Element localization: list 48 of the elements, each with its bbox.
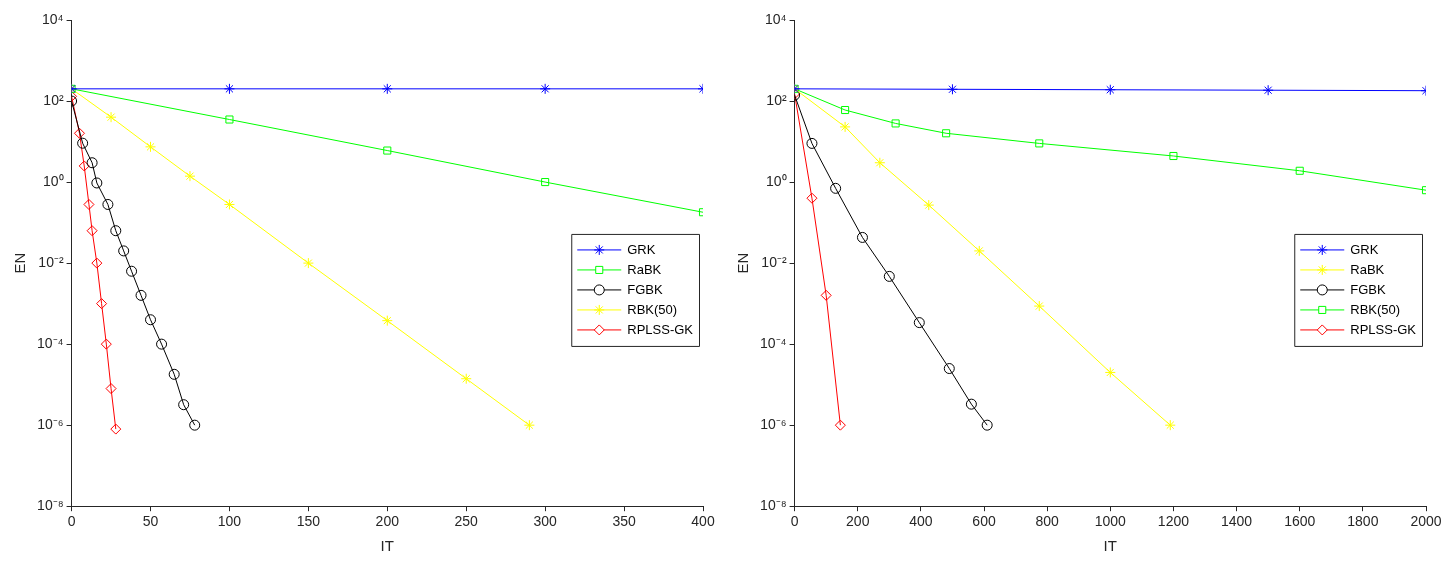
y-tick-label: 10⁻⁸	[760, 497, 787, 514]
x-tick-label: 0	[790, 513, 799, 530]
y-tick-label: 10⁻⁸	[37, 497, 64, 514]
y-tick-label: 10⁰	[766, 172, 787, 189]
y-tick-label: 10²	[43, 91, 64, 108]
x-tick-label: 400	[691, 513, 715, 530]
legend-label: RaBK	[627, 261, 662, 277]
legend-label: RaBK	[1350, 261, 1385, 277]
legend-label: GRK	[627, 241, 656, 257]
y-tick-label: 10⁻⁶	[37, 416, 64, 433]
x-tick-label: 50	[142, 513, 159, 530]
y-tick-label: 10⁴	[764, 10, 787, 27]
x-tick-label: 150	[296, 513, 321, 530]
x-tick-label: 1200	[1157, 513, 1190, 530]
x-axis-title: IT	[1103, 537, 1117, 555]
legend-label: RPLSS-GK	[627, 321, 694, 337]
x-tick-label: 200	[375, 513, 400, 530]
legend-label: RBK(50)	[627, 301, 678, 317]
y-axis-title: EN	[734, 252, 752, 274]
y-tick-label: 10⁻²	[38, 253, 64, 270]
y-tick-label: 10⁰	[43, 172, 64, 189]
y-tick-label: 10⁻⁴	[759, 334, 787, 351]
legend-label: GRK	[1350, 241, 1379, 257]
x-tick-label: 200	[846, 513, 870, 530]
x-tick-label: 1000	[1094, 513, 1127, 530]
y-tick-label: 10⁻⁴	[36, 334, 64, 351]
x-tick-label: 1800	[1347, 513, 1379, 530]
x-tick-label: 0	[67, 513, 76, 530]
y-axis-title: EN	[11, 252, 29, 274]
y-tick-label: 10⁻⁶	[760, 416, 787, 433]
legend-label: FGBK	[1350, 281, 1386, 297]
legend-label: FGBK	[627, 281, 663, 297]
x-tick-label: 1400	[1221, 513, 1253, 530]
x-tick-label: 800	[1035, 513, 1060, 530]
y-tick-label: 10²	[766, 91, 787, 108]
x-tick-label: 600	[972, 513, 996, 530]
x-tick-label: 100	[217, 513, 242, 530]
x-axis-title: IT	[380, 537, 394, 555]
x-tick-label: 1600	[1284, 513, 1316, 530]
x-tick-label: 2000	[1410, 513, 1442, 530]
x-tick-label: 250	[454, 513, 479, 530]
y-tick-label: 10⁻²	[761, 253, 787, 270]
x-tick-label: 350	[612, 513, 636, 530]
x-tick-label: 400	[909, 513, 933, 530]
legend-label: RBK(50)	[1350, 301, 1401, 317]
y-tick-label: 10⁴	[41, 10, 64, 27]
x-tick-label: 300	[533, 513, 558, 530]
legend-label: RPLSS-GK	[1350, 321, 1417, 337]
